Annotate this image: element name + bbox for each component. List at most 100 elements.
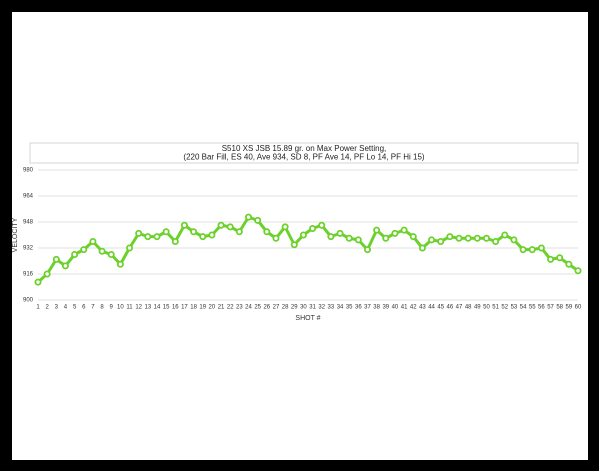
data-point <box>226 223 234 231</box>
data-point <box>437 237 445 245</box>
data-point <box>171 237 179 245</box>
data-point <box>373 226 381 234</box>
x-tick-label: 20 <box>209 305 216 311</box>
data-point <box>144 233 152 241</box>
data-point <box>190 228 198 236</box>
x-tick-label: 19 <box>199 305 206 311</box>
x-tick-label: 26 <box>263 305 270 311</box>
x-tick-label: 1 <box>36 305 40 311</box>
x-axis-label: SHOT # <box>295 315 320 322</box>
data-point <box>309 224 317 232</box>
data-point <box>153 233 161 241</box>
x-tick-label: 35 <box>346 305 353 311</box>
x-tick-label: 37 <box>364 305 371 311</box>
y-tick-label: 964 <box>23 194 34 200</box>
data-point <box>272 234 280 242</box>
x-tick-label: 34 <box>337 305 344 311</box>
x-tick-label: 36 <box>355 305 362 311</box>
x-tick-label: 32 <box>318 305 325 311</box>
x-tick-label: 17 <box>181 305 188 311</box>
data-point <box>180 221 188 229</box>
x-tick-label: 47 <box>456 305 463 311</box>
data-point <box>510 236 518 244</box>
y-tick-label: 932 <box>23 246 34 252</box>
data-point <box>107 250 115 258</box>
x-tick-label: 38 <box>373 305 380 311</box>
x-tick-label: 59 <box>566 305 573 311</box>
x-tick-label: 29 <box>291 305 298 311</box>
x-tick-label: 52 <box>501 305 508 311</box>
x-tick-label: 53 <box>511 305 518 311</box>
data-point <box>565 260 573 268</box>
data-point <box>391 229 399 237</box>
x-tick-label: 58 <box>556 305 563 311</box>
y-tick-label: 980 <box>23 168 34 174</box>
data-point <box>245 213 253 221</box>
data-point <box>418 244 426 252</box>
x-tick-label: 41 <box>401 305 408 311</box>
x-tick-label: 18 <box>190 305 197 311</box>
x-tick-label: 54 <box>520 305 527 311</box>
data-point <box>34 278 42 286</box>
x-tick-label: 33 <box>328 305 335 311</box>
x-tick-label: 31 <box>309 305 316 311</box>
y-tick-label: 916 <box>23 272 34 278</box>
x-tick-label: 8 <box>100 305 104 311</box>
data-point <box>290 241 298 249</box>
data-point <box>162 228 170 236</box>
chart-title: S510 XS JSB 15.89 gr. on Max Power Setti… <box>222 144 387 153</box>
data-point <box>400 226 408 234</box>
x-tick-label: 15 <box>163 305 170 311</box>
page-area <box>12 12 588 460</box>
x-tick-label: 2 <box>45 305 49 311</box>
title-box <box>29 142 579 164</box>
data-point <box>446 233 454 241</box>
x-tick-label: 21 <box>218 305 225 311</box>
data-point <box>199 233 207 241</box>
data-point <box>281 223 289 231</box>
x-tick-label: 55 <box>529 305 536 311</box>
x-tick-label: 25 <box>254 305 261 311</box>
data-point <box>52 255 60 263</box>
data-point <box>80 246 88 254</box>
data-point <box>556 254 564 262</box>
data-point <box>263 228 271 236</box>
data-point <box>455 234 463 242</box>
data-point <box>299 231 307 239</box>
data-point <box>363 246 371 254</box>
chart-subtitle: (220 Bar Fill, ES 40, Ave 934, SD 8, PF … <box>183 153 424 162</box>
x-tick-label: 13 <box>144 305 151 311</box>
data-point <box>354 236 362 244</box>
x-tick-label: 39 <box>382 305 389 311</box>
data-point <box>409 233 417 241</box>
data-point <box>98 247 106 255</box>
x-tick-label: 57 <box>547 305 554 311</box>
x-tick-label: 12 <box>135 305 142 311</box>
data-point <box>574 267 582 275</box>
x-tick-label: 16 <box>172 305 179 311</box>
data-point <box>492 237 500 245</box>
data-point <box>71 250 79 258</box>
data-point <box>61 262 69 270</box>
data-point <box>473 234 481 242</box>
data-point <box>235 228 243 236</box>
data-point <box>126 244 134 252</box>
data-point <box>428 236 436 244</box>
data-point <box>254 216 262 224</box>
data-point <box>116 260 124 268</box>
x-tick-label: 45 <box>437 305 444 311</box>
x-tick-label: 3 <box>55 305 59 311</box>
x-tick-label: 60 <box>575 305 582 311</box>
x-tick-label: 40 <box>392 305 399 311</box>
x-tick-label: 43 <box>419 305 426 311</box>
y-tick-label: 948 <box>23 220 34 226</box>
x-tick-label: 24 <box>245 305 252 311</box>
data-point <box>345 234 353 242</box>
x-tick-label: 44 <box>428 305 435 311</box>
x-tick-label: 48 <box>465 305 472 311</box>
data-point <box>519 246 527 254</box>
x-tick-label: 27 <box>273 305 280 311</box>
data-point <box>482 234 490 242</box>
